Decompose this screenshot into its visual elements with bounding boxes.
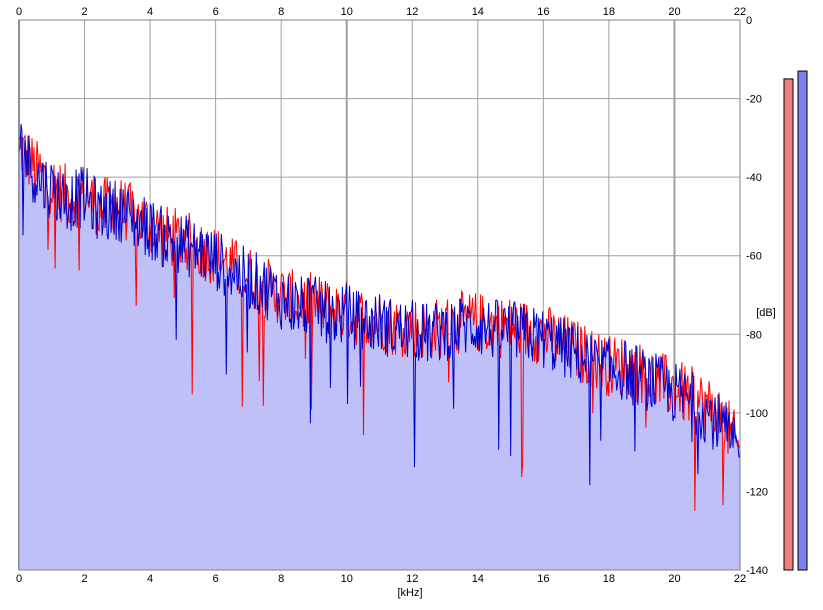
y-axis: 0 -20 -40 -60 -80 -100 -120 -140 (746, 15, 768, 577)
spectrum-area (19, 124, 740, 570)
y-axis-label: [dB] (756, 307, 776, 319)
x-tick-label-bottom: 10 (341, 573, 353, 585)
level-meter-1 (783, 78, 794, 571)
x-tick-label-bottom: 22 (734, 573, 746, 585)
y-tick-label: -120 (746, 486, 768, 498)
x-tick-label-top: 16 (537, 6, 549, 18)
x-tick-label-top: 18 (603, 6, 615, 18)
x-tick-label-top: 14 (472, 6, 484, 18)
x-tick-label-bottom: 0 (16, 573, 22, 585)
x-tick-label-bottom: 12 (406, 573, 418, 585)
y-tick-label: -100 (746, 408, 768, 420)
plot-border (18, 19, 741, 571)
x-tick-label-top: 0 (16, 6, 22, 18)
x-tick-label-top: 10 (341, 6, 353, 18)
level-meter-2 (797, 70, 808, 571)
x-tick-label-top: 12 (406, 6, 418, 18)
x-tick-label-bottom: 6 (213, 573, 219, 585)
x-tick-label-top: 6 (213, 6, 219, 18)
x-tick-label-bottom: 16 (537, 573, 549, 585)
y-tick-label: -140 (746, 565, 768, 577)
x-axis-bottom: 0 2 4 6 8 10 12 14 16 18 20 22 (16, 573, 746, 585)
x-tick-label-bottom: 2 (81, 573, 87, 585)
spectrum-line-2 (18, 124, 741, 486)
y-tick-label: -80 (746, 329, 762, 341)
x-tick-label-bottom: 18 (603, 573, 615, 585)
x-tick-label-top: 22 (734, 6, 746, 18)
spectrum-lines (18, 19, 741, 571)
x-tick-label-top: 8 (278, 6, 284, 18)
y-tick-label: -20 (746, 94, 762, 106)
x-tick-label-bottom: 4 (147, 573, 153, 585)
level-meters (783, 70, 808, 571)
x-tick-label-bottom: 14 (472, 573, 484, 585)
spectrum-fill (19, 124, 740, 570)
x-tick-label-top: 4 (147, 6, 153, 18)
x-tick-label-bottom: 8 (278, 573, 284, 585)
x-tick-label-bottom: 20 (668, 573, 680, 585)
x-axis-label: [kHz] (397, 587, 422, 599)
y-tick-label: 0 (746, 15, 752, 27)
x-axis-top: 0 2 4 6 8 10 12 14 16 18 20 22 (16, 6, 746, 18)
y-tick-label: -40 (746, 172, 762, 184)
x-tick-label-top: 2 (81, 6, 87, 18)
y-tick-label: -60 (746, 251, 762, 263)
x-tick-label-top: 20 (668, 6, 680, 18)
